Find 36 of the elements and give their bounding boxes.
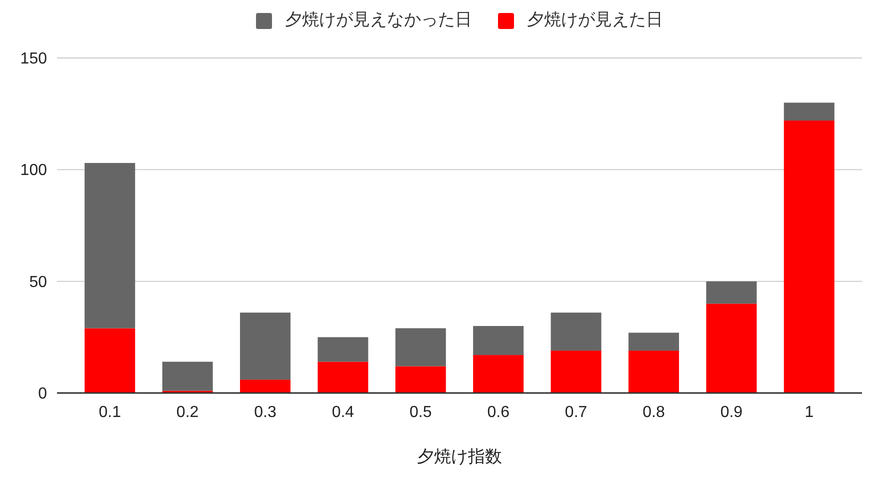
bar — [240, 380, 290, 393]
x-tick-label: 0.5 — [410, 404, 432, 421]
bar — [240, 312, 290, 380]
y-tick-label: 50 — [29, 274, 48, 291]
legend-label: 夕焼けが見えなかった日 — [285, 10, 472, 29]
x-tick-label: 1 — [804, 404, 814, 421]
bar — [318, 362, 368, 393]
x-tick-label: 0.8 — [642, 404, 665, 421]
y-tick-label: 100 — [20, 162, 48, 180]
bar — [628, 350, 679, 393]
x-tick-label: 0.7 — [564, 404, 588, 421]
legend-label: 夕焼けが見えた日 — [527, 10, 663, 29]
x-tick-label: 0.1 — [98, 404, 122, 421]
bar — [395, 366, 446, 393]
bar — [550, 350, 602, 393]
bar — [784, 120, 834, 393]
y-tick-label: 0 — [38, 386, 48, 402]
bar — [473, 326, 524, 356]
x-tick-label: 0.2 — [176, 404, 199, 421]
bar — [550, 312, 602, 351]
bar — [318, 337, 368, 362]
bar — [395, 328, 446, 366]
bar — [628, 332, 679, 351]
x-tick-label: 0.4 — [332, 404, 354, 421]
bar — [162, 362, 213, 391]
bar — [84, 328, 136, 393]
bar — [473, 355, 524, 393]
y-tick-label: 150 — [20, 50, 48, 68]
x-axis-title: 夕焼け指数 — [417, 447, 502, 466]
bar — [706, 304, 757, 393]
bar — [784, 102, 834, 121]
x-tick-label: 0.6 — [487, 404, 510, 421]
bar — [84, 162, 136, 328]
x-tick-label: 0.3 — [254, 404, 276, 421]
bar — [706, 281, 757, 304]
x-tick-label: 0.9 — [720, 404, 743, 421]
